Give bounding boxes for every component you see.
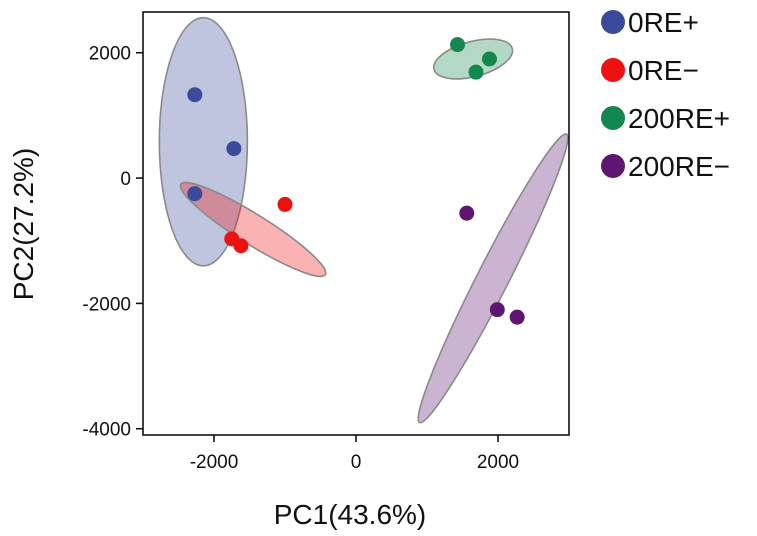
ellipse-200re-minus xyxy=(417,133,569,424)
point-200re-minus xyxy=(509,309,525,325)
legend: 0RE+ 0RE− 200RE+ 200RE− xyxy=(601,7,730,182)
x-axis-ticks: -2000 0 2000 xyxy=(190,435,519,473)
legend-label-0re-minus: 0RE− xyxy=(628,55,699,86)
point-0re-plus xyxy=(187,87,203,103)
point-200re-minus xyxy=(459,205,475,221)
y-axis-ticks: 2000 0 -2000 -4000 xyxy=(82,44,143,441)
y-tick-label: -4000 xyxy=(82,420,131,441)
point-200re-plus xyxy=(468,64,484,80)
legend-marker-200re-plus xyxy=(601,106,625,130)
legend-label-0re-plus: 0RE+ xyxy=(628,7,699,38)
legend-marker-0re-plus xyxy=(601,10,625,34)
point-200re-plus xyxy=(481,51,497,67)
point-0re-minus xyxy=(277,196,293,212)
y-tick-label: 2000 xyxy=(89,44,131,65)
ellipse-0re-plus xyxy=(158,16,249,267)
x-tick-label: 0 xyxy=(351,452,362,473)
y-tick-label: -2000 xyxy=(82,294,131,315)
legend-label-200re-plus: 200RE+ xyxy=(628,103,730,134)
x-axis-title: PC1(43.6%) xyxy=(274,499,427,530)
point-200re-plus xyxy=(450,37,466,53)
legend-marker-200re-minus xyxy=(601,154,625,178)
y-axis-title: PC2(27.2%) xyxy=(8,148,39,301)
legend-label-200re-minus: 200RE− xyxy=(628,151,730,182)
legend-marker-0re-minus xyxy=(601,58,625,82)
data-points xyxy=(187,37,525,325)
point-0re-plus xyxy=(187,186,203,202)
point-200re-minus xyxy=(489,302,505,318)
point-0re-minus xyxy=(233,238,249,254)
x-tick-label: 2000 xyxy=(477,452,519,473)
y-tick-label: 0 xyxy=(120,169,131,190)
point-0re-plus xyxy=(226,141,242,157)
x-tick-label: -2000 xyxy=(190,452,239,473)
confidence-ellipses xyxy=(158,16,569,424)
